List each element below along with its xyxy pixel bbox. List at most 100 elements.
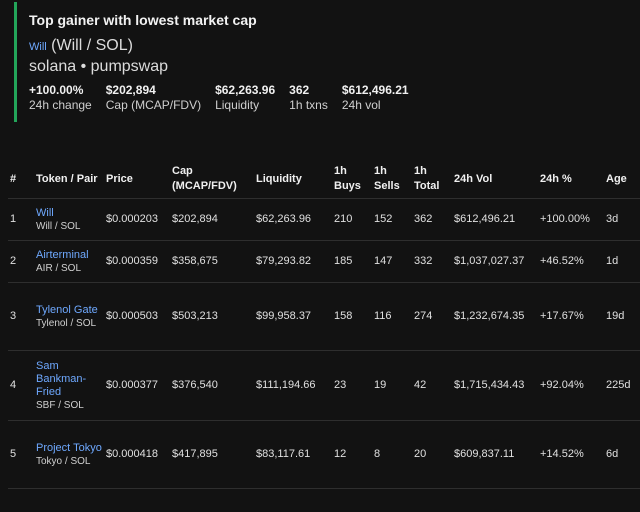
token-pair: AIR / SOL xyxy=(36,262,82,274)
liquidity-cell: $62,263.96 xyxy=(256,213,312,225)
cap-cell: $376,540 xyxy=(172,379,218,391)
total-cell: 332 xyxy=(414,255,433,267)
token-pair: Tylenol / SOL xyxy=(36,317,97,329)
sells-cell: 152 xyxy=(374,213,393,225)
stats-row: +100.00% 24h change $202,894 Cap (MCAP/F… xyxy=(29,83,626,113)
total-cell: 274 xyxy=(414,310,433,322)
age-cell: 3d xyxy=(606,213,619,225)
buys-cell: 158 xyxy=(334,310,353,322)
stat-label: Cap (MCAP/FDV) xyxy=(105,98,202,112)
token-cell: Will Will / SOL xyxy=(34,199,104,241)
col-header-cap[interactable]: Cap (MCAP/FDV) xyxy=(172,165,237,192)
col-header-buys[interactable]: 1h Buys xyxy=(334,165,361,192)
liquidity-cell: $111,194.66 xyxy=(256,379,316,391)
col-header-rank[interactable]: # xyxy=(10,172,17,185)
col-header-total[interactable]: 1h Total xyxy=(414,165,440,192)
stat-value: +100.00% xyxy=(29,83,84,97)
col-header-token[interactable]: Token / Pair xyxy=(36,172,98,185)
cap-cell: $503,213 xyxy=(172,310,218,322)
liquidity-cell: $79,293.82 xyxy=(256,255,312,267)
token-name-link[interactable]: Tylenol Gate xyxy=(36,303,98,316)
rank-cell: 1 xyxy=(10,213,17,225)
col-header-vol[interactable]: 24h Vol xyxy=(454,172,493,185)
token-cell: Airterminal AIR / SOL xyxy=(34,241,104,283)
rank-cell: 4 xyxy=(10,379,17,391)
token-cell: Project Tokyo Tokyo / SOL xyxy=(34,421,104,489)
col-header-price[interactable]: Price xyxy=(106,172,133,185)
stat-24h-vol: $612,496.21 24h vol xyxy=(342,83,409,113)
table-header-row: # Token / Pair Price Cap (MCAP/FDV) Liqu… xyxy=(8,160,640,199)
vol-cell: $1,232,674.35 xyxy=(454,310,525,322)
stat-label: 24h change xyxy=(29,98,92,112)
rank-cell: 2 xyxy=(10,255,17,267)
buys-cell: 23 xyxy=(334,379,347,391)
stat-24h-change: +100.00% 24h change xyxy=(29,83,92,113)
liquidity-cell: $83,117.61 xyxy=(256,448,311,460)
pct-cell: +92.04% xyxy=(540,379,584,391)
price-cell: $0.000377 xyxy=(106,379,158,391)
col-header-age[interactable]: Age xyxy=(606,172,627,185)
age-cell: 225d xyxy=(606,379,631,391)
token-cell: Sam Bankman-Fried SBF / SOL xyxy=(34,351,104,421)
pair-text: (Will / SOL) xyxy=(51,37,133,54)
token-pair: SBF / SOL xyxy=(36,399,84,411)
card-title: Top gainer with lowest market cap xyxy=(29,12,257,28)
col-header-pct[interactable]: 24h % xyxy=(540,172,572,185)
table-row[interactable]: 4 Sam Bankman-Fried SBF / SOL $0.000377 … xyxy=(8,350,640,421)
liquidity-cell: $99,958.37 xyxy=(256,310,312,322)
tokens-table: # Token / Pair Price Cap (MCAP/FDV) Liqu… xyxy=(8,160,640,489)
token-name-link[interactable]: Sam Bankman-Fried xyxy=(36,359,87,398)
table-row[interactable]: 2 Airterminal AIR / SOL $0.000359 $358,6… xyxy=(8,240,640,283)
stat-label: 24h vol xyxy=(341,98,381,112)
vol-cell: $609,837.11 xyxy=(454,448,515,460)
table-row[interactable]: 1 Will Will / SOL $0.000203 $202,894 $62… xyxy=(8,198,640,241)
vol-cell: $612,496.21 xyxy=(454,213,516,225)
token-link[interactable]: Will xyxy=(29,41,47,53)
top-gainer-card: Top gainer with lowest market cap Will (… xyxy=(14,2,626,122)
pct-cell: +46.52% xyxy=(540,255,584,267)
token-name-link[interactable]: Will xyxy=(36,206,54,219)
rank-cell: 5 xyxy=(10,448,17,460)
stat-value: $202,894 xyxy=(105,83,156,97)
pair-line: Will (Will / SOL) xyxy=(29,36,626,57)
sells-cell: 147 xyxy=(374,255,393,267)
stat-value: 362 xyxy=(289,83,310,97)
price-cell: $0.000203 xyxy=(106,213,158,225)
total-cell: 42 xyxy=(414,379,427,391)
buys-cell: 210 xyxy=(334,213,353,225)
price-cell: $0.000418 xyxy=(106,448,158,460)
age-cell: 6d xyxy=(606,448,619,460)
stat-label: 1h txns xyxy=(289,98,328,112)
vol-cell: $1,715,434.43 xyxy=(454,379,525,391)
chain-dex: solana • pumpswap xyxy=(29,58,169,75)
cap-cell: $358,675 xyxy=(172,255,218,267)
pct-cell: +14.52% xyxy=(540,448,584,460)
cap-cell: $202,894 xyxy=(172,213,218,225)
price-cell: $0.000503 xyxy=(106,310,158,322)
stat-1h-txns: 362 1h txns xyxy=(289,83,328,113)
token-pair: Tokyo / SOL xyxy=(36,455,91,467)
sells-cell: 8 xyxy=(374,448,381,460)
pct-cell: +17.67% xyxy=(540,310,584,322)
stat-liquidity: $62,263.96 Liquidity xyxy=(215,83,275,113)
age-cell: 1d xyxy=(606,255,619,267)
stat-value: $62,263.96 xyxy=(215,83,276,97)
col-header-liquidity[interactable]: Liquidity xyxy=(256,172,302,185)
token-cell: Tylenol Gate Tylenol / SOL xyxy=(34,283,104,351)
age-cell: 19d xyxy=(606,310,625,322)
col-header-sells[interactable]: 1h Sells xyxy=(374,165,400,192)
token-name-link[interactable]: Airterminal xyxy=(36,248,89,261)
rank-cell: 3 xyxy=(10,310,17,322)
table-row[interactable]: 3 Tylenol Gate Tylenol / SOL $0.000503 $… xyxy=(8,282,640,351)
stat-label: Liquidity xyxy=(215,98,260,112)
token-name-link[interactable]: Project Tokyo xyxy=(36,441,102,454)
total-cell: 362 xyxy=(414,213,433,225)
pct-cell: +100.00% xyxy=(540,213,590,225)
table-row[interactable]: 5 Project Tokyo Tokyo / SOL $0.000418 $4… xyxy=(8,420,640,489)
stat-value: $612,496.21 xyxy=(341,83,409,97)
vol-cell: $1,037,027.37 xyxy=(454,255,525,267)
buys-cell: 12 xyxy=(334,448,347,460)
stat-cap: $202,894 Cap (MCAP/FDV) xyxy=(106,83,201,113)
total-cell: 20 xyxy=(414,448,427,460)
sells-cell: 116 xyxy=(374,310,392,322)
